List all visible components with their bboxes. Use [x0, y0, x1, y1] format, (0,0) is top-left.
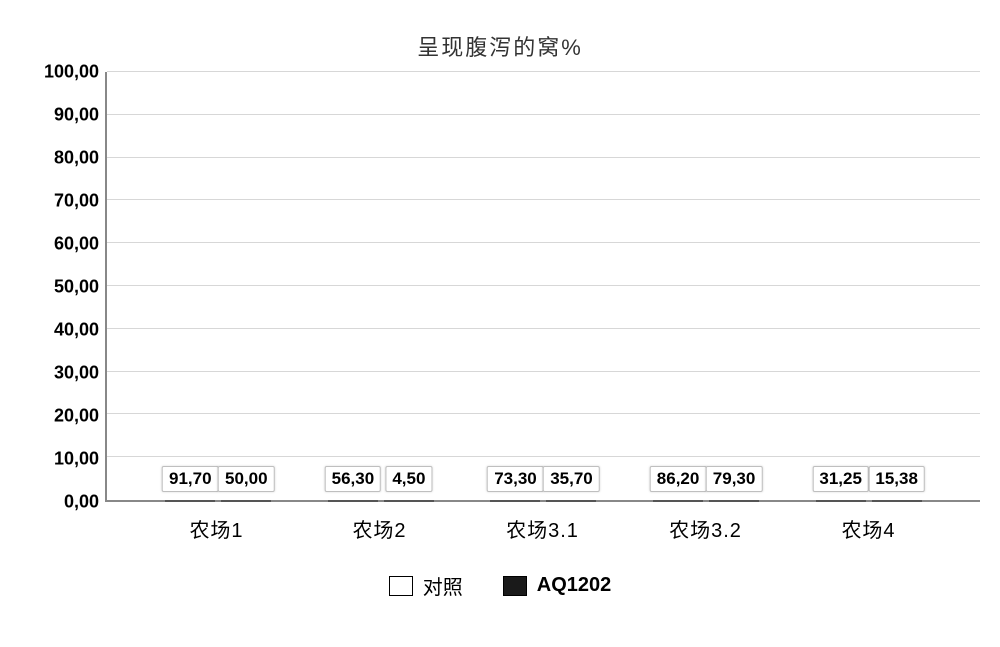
- bar-face: [546, 500, 596, 502]
- bar-face: [816, 500, 866, 502]
- bar-face: [328, 500, 378, 502]
- plot-area: 91,70 50,00 56,30 4,50: [107, 72, 980, 502]
- y-tick: 0,00: [64, 492, 99, 513]
- legend-label: AQ1202: [537, 574, 612, 597]
- grid-line: [107, 413, 980, 414]
- y-tick: 20,00: [54, 406, 99, 427]
- grid-line: [107, 242, 980, 243]
- bar-face: [709, 500, 759, 502]
- value-label: 79,30: [706, 466, 763, 492]
- x-label: 农场3.2: [646, 514, 766, 543]
- value-label: 15,38: [868, 466, 925, 492]
- value-label: 4,50: [385, 466, 432, 492]
- y-tick: 90,00: [54, 105, 99, 126]
- bar-face: [384, 500, 434, 502]
- legend-swatch-icon: [503, 576, 527, 596]
- chart-title: 呈现腹泻的窝%: [20, 20, 980, 72]
- y-tick: 40,00: [54, 320, 99, 341]
- bar-chart: 呈现腹泻的窝% 0,00 10,00 20,00 30,00 40,00 50,…: [20, 20, 980, 627]
- legend-item-aq1202: AQ1202: [503, 574, 612, 597]
- legend-swatch-icon: [389, 576, 413, 596]
- x-label: 农场1: [157, 514, 277, 543]
- value-label: 35,70: [543, 466, 600, 492]
- grid-line: [107, 157, 980, 158]
- y-tick: 70,00: [54, 191, 99, 212]
- grid-line: [107, 456, 980, 457]
- x-label: 农场4: [809, 514, 929, 543]
- bar-face: [490, 500, 540, 502]
- bar-face: [165, 500, 215, 502]
- value-label: 50,00: [218, 466, 275, 492]
- y-axis: 0,00 10,00 20,00 30,00 40,00 50,00 60,00…: [20, 72, 107, 502]
- y-tick: 100,00: [44, 62, 99, 83]
- grid-line: [107, 328, 980, 329]
- grid-line: [107, 285, 980, 286]
- x-axis-labels: 农场1 农场2 农场3.1 农场3.2 农场4: [105, 502, 980, 543]
- grid-line: [107, 371, 980, 372]
- legend-item-control: 对照: [389, 571, 463, 600]
- x-label: 农场3.1: [483, 514, 603, 543]
- grid-line: [107, 71, 980, 72]
- y-tick: 10,00: [54, 449, 99, 470]
- grid-line: [107, 199, 980, 200]
- bar-face: [221, 500, 271, 502]
- y-tick: 50,00: [54, 277, 99, 298]
- plot-row: 0,00 10,00 20,00 30,00 40,00 50,00 60,00…: [20, 72, 980, 502]
- value-label: 31,25: [812, 466, 869, 492]
- value-label: 91,70: [162, 466, 219, 492]
- grid-line: [107, 114, 980, 115]
- y-tick: 80,00: [54, 148, 99, 169]
- y-tick: 60,00: [54, 234, 99, 255]
- y-tick: 30,00: [54, 363, 99, 384]
- x-label: 农场2: [320, 514, 440, 543]
- bar-face: [653, 500, 703, 502]
- value-label: 86,20: [650, 466, 707, 492]
- value-label: 56,30: [325, 466, 382, 492]
- value-label: 73,30: [487, 466, 544, 492]
- bar-face: [872, 500, 922, 502]
- legend-label: 对照: [423, 571, 463, 600]
- legend: 对照 AQ1202: [20, 571, 980, 600]
